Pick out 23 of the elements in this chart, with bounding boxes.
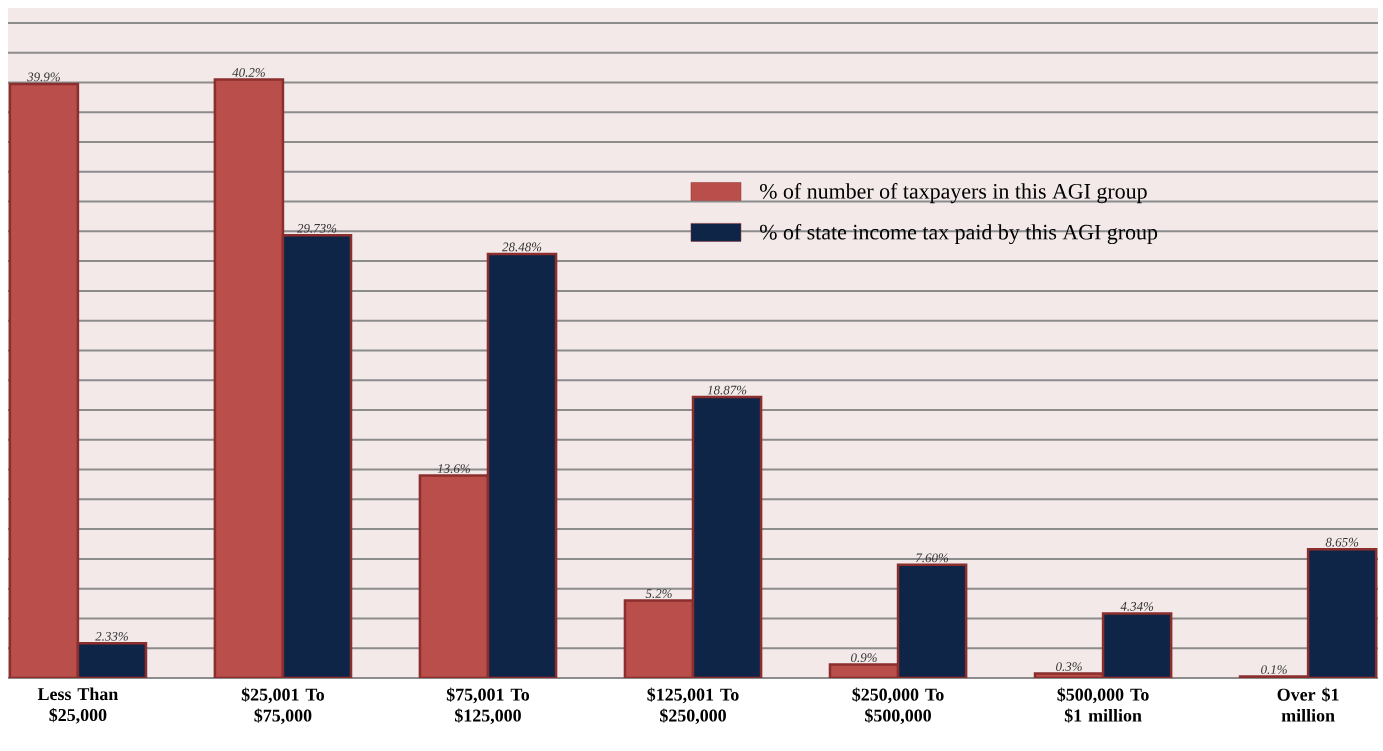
data-label: 0.3% [1056, 662, 1082, 671]
data-label: 0.1% [1261, 665, 1287, 674]
data-label: 0.9% [851, 653, 877, 663]
data-label: 40.2% [232, 68, 265, 77]
data-label: 7.60% [916, 553, 949, 563]
data-label: 4.34% [1120, 602, 1154, 611]
x-tick-label: $25,001 To $75,000 [241, 687, 325, 725]
x-tick-label: $250,000 To $500,000 [852, 687, 944, 725]
data-label: 13.6% [437, 464, 470, 473]
data-label: 28.48% [502, 242, 542, 252]
legend-label: % of state income tax paid by this AGI group [759, 223, 1158, 245]
x-tick-label: Over $1 million [1277, 687, 1339, 722]
data-label: 29.73% [297, 223, 337, 233]
data-label: 8.65% [1325, 537, 1359, 547]
data-label: 18.87% [707, 385, 747, 395]
x-tick-label: $125,001 To $250,000 [647, 687, 739, 725]
x-tick-label: $75,001 To $125,000 [446, 687, 530, 725]
data-label: 2.33% [95, 631, 128, 641]
x-tick-label: $500,000 To $1 million [1057, 687, 1149, 723]
data-label: 39.9% [27, 72, 60, 82]
legend-label: % of number of taxpayers in this AGI group [759, 183, 1147, 204]
data-label: 5.2% [645, 589, 672, 599]
x-tick-label: Less Than $25,000 [37, 687, 118, 724]
